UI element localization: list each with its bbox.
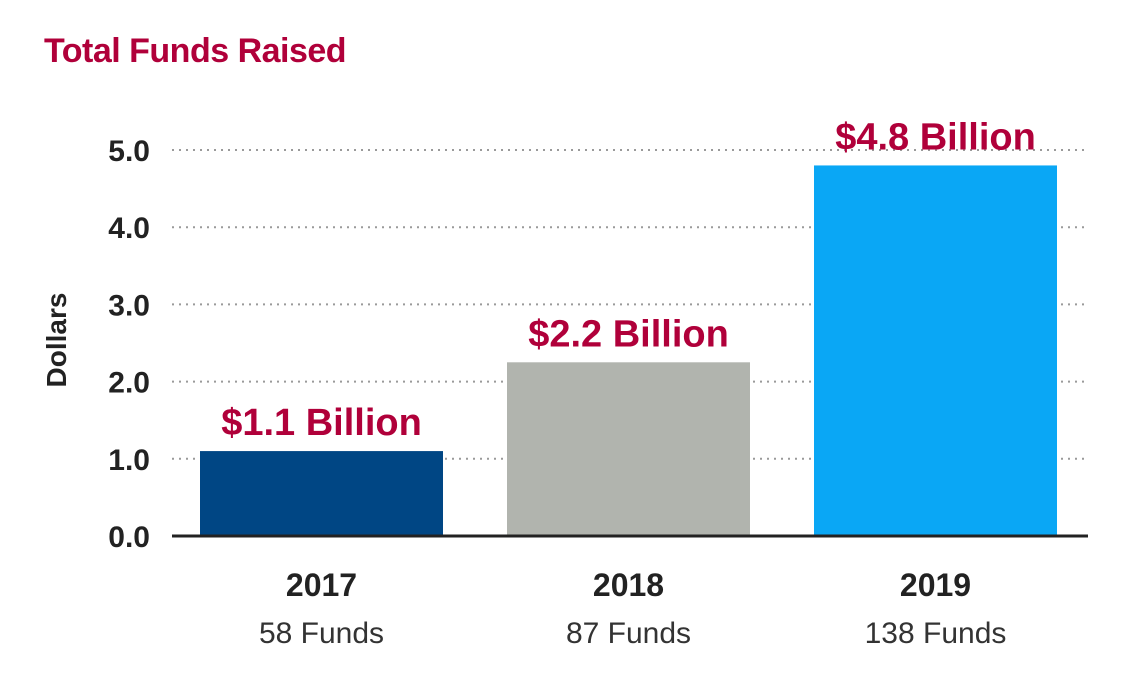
y-tick-label: 3.0 xyxy=(108,289,150,322)
fund-count-2017: 58 Funds xyxy=(259,617,384,650)
y-tick-label: 1.0 xyxy=(108,444,150,477)
bars xyxy=(200,165,1057,536)
y-tick-label: 5.0 xyxy=(108,135,150,168)
x-tick-label-2017: 2017 xyxy=(286,567,357,603)
x-axis-labels: 2017 58 Funds 2018 87 Funds 2019 138 Funds xyxy=(259,567,1006,650)
y-axis-ticks: 0.0 1.0 2.0 3.0 4.0 5.0 xyxy=(108,135,150,554)
y-axis-title: Dollars xyxy=(41,293,72,388)
bar-labels: $1.1 Billion $2.2 Billion $4.8 Billion xyxy=(221,116,1036,444)
bar-2018 xyxy=(507,362,750,536)
bar-2019 xyxy=(814,165,1057,536)
x-tick-label-2019: 2019 xyxy=(900,567,971,603)
data-label-2018: $2.2 Billion xyxy=(528,313,729,355)
y-tick-label: 0.0 xyxy=(108,521,150,554)
y-tick-label: 4.0 xyxy=(108,212,150,245)
y-tick-label: 2.0 xyxy=(108,367,150,400)
x-tick-label-2018: 2018 xyxy=(593,567,664,603)
data-label-2017: $1.1 Billion xyxy=(221,402,422,444)
fund-count-2018: 87 Funds xyxy=(566,617,691,650)
data-label-2019: $4.8 Billion xyxy=(835,116,1036,158)
chart-title: Total Funds Raised xyxy=(44,32,347,70)
bar-2017 xyxy=(200,451,443,536)
fund-count-2019: 138 Funds xyxy=(865,617,1007,650)
